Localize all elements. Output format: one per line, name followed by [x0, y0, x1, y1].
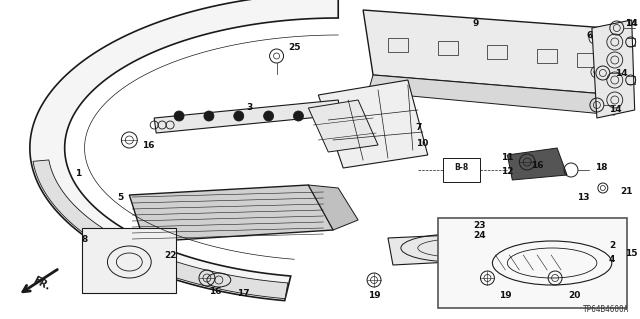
Bar: [81, 228, 176, 293]
Polygon shape: [33, 160, 288, 299]
Text: 6: 6: [587, 32, 593, 41]
Text: 9: 9: [472, 19, 479, 28]
Text: 5: 5: [117, 194, 124, 203]
Bar: [438, 218, 627, 308]
Text: 22: 22: [164, 250, 177, 259]
Circle shape: [234, 111, 244, 121]
Polygon shape: [388, 232, 527, 265]
Polygon shape: [129, 185, 333, 242]
Text: 12: 12: [501, 167, 514, 176]
Text: 20: 20: [568, 291, 580, 300]
Text: 23: 23: [474, 220, 486, 229]
Circle shape: [294, 111, 303, 121]
Polygon shape: [368, 75, 617, 115]
Text: TP64B4600A: TP64B4600A: [582, 305, 628, 314]
Polygon shape: [363, 10, 617, 95]
Polygon shape: [30, 0, 338, 300]
Polygon shape: [154, 100, 340, 133]
Text: 19: 19: [499, 291, 512, 300]
Bar: [443, 158, 481, 182]
Text: 17: 17: [237, 288, 250, 298]
Text: 21: 21: [620, 188, 632, 197]
Bar: [537, 49, 557, 63]
Text: 4: 4: [609, 256, 615, 264]
Text: 14: 14: [625, 19, 637, 28]
Polygon shape: [308, 185, 358, 230]
Bar: [577, 53, 597, 67]
Text: 18: 18: [595, 164, 607, 173]
Text: 11: 11: [501, 152, 514, 161]
Text: 14: 14: [625, 19, 637, 28]
Text: 1: 1: [75, 169, 81, 179]
Polygon shape: [308, 100, 378, 152]
Circle shape: [264, 111, 273, 121]
Text: 15: 15: [625, 249, 637, 257]
Circle shape: [318, 111, 328, 121]
Text: 14: 14: [615, 69, 627, 78]
Bar: [388, 38, 408, 52]
Polygon shape: [318, 80, 428, 168]
Text: 16: 16: [531, 160, 544, 169]
Text: 16: 16: [209, 287, 221, 296]
Text: 7: 7: [416, 123, 422, 132]
Text: 10: 10: [416, 138, 428, 147]
Text: B-8: B-8: [454, 164, 468, 173]
Polygon shape: [592, 20, 635, 118]
Text: 2: 2: [609, 241, 615, 249]
Circle shape: [174, 111, 184, 121]
Circle shape: [204, 111, 214, 121]
Text: 13: 13: [577, 194, 589, 203]
Text: 8: 8: [81, 235, 88, 244]
Text: 3: 3: [246, 102, 253, 112]
Bar: [438, 41, 458, 55]
Text: 16: 16: [142, 140, 155, 150]
Polygon shape: [508, 148, 567, 180]
Text: 24: 24: [474, 232, 486, 241]
Bar: [488, 45, 508, 59]
Text: FR.: FR.: [31, 275, 52, 293]
Text: 19: 19: [368, 291, 381, 300]
Text: 25: 25: [289, 43, 301, 53]
Text: 14: 14: [609, 106, 621, 115]
